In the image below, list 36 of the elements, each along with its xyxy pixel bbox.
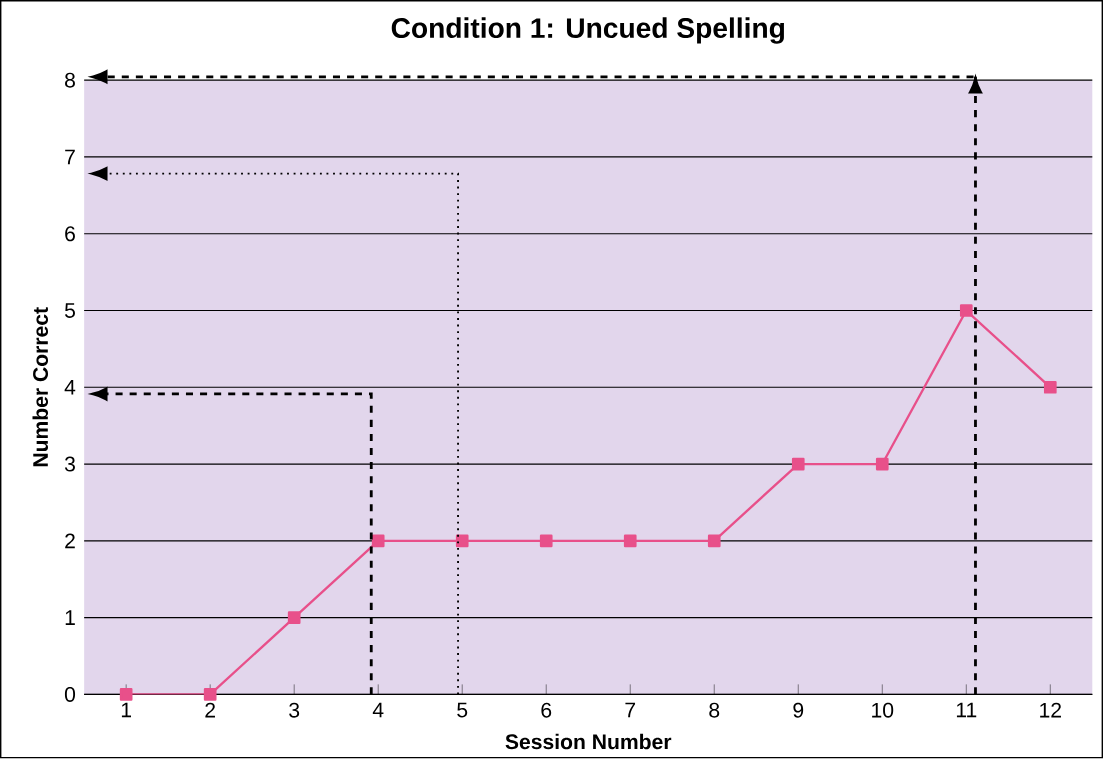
point	[791, 457, 805, 471]
x-tick-label: 3	[289, 702, 300, 718]
point	[203, 688, 217, 701]
x-tick-label: 1	[121, 702, 131, 718]
point	[1043, 381, 1057, 394]
x-tick-label: 4	[372, 702, 384, 718]
point	[287, 611, 301, 625]
point	[959, 304, 973, 318]
y-tick-label: 1	[65, 610, 75, 626]
x-tick-label: 10	[872, 702, 894, 718]
point	[875, 457, 889, 471]
point	[455, 534, 469, 548]
point	[119, 688, 133, 701]
y-tick-label: 0	[64, 687, 76, 703]
x-tick-label: 2	[205, 702, 215, 718]
x-tick-label: 7	[625, 702, 636, 718]
y-axis-title: Number Correct	[32, 307, 49, 467]
point	[539, 534, 553, 548]
chart-title: Condition 1: Uncued Spelling	[391, 17, 784, 44]
x-tick-label: 6	[541, 702, 552, 718]
y-tick-label: 6	[65, 226, 75, 242]
y-tick-label: 7	[65, 149, 75, 165]
point	[707, 534, 721, 548]
y-tick-label: 2	[65, 533, 75, 549]
y-tick-label: 3	[64, 456, 75, 472]
point	[623, 534, 637, 548]
x-axis-title: Session Number	[505, 733, 672, 750]
y-tick-label: 8	[65, 72, 75, 88]
x-tick-label: 9	[793, 702, 804, 718]
x-tick-label: 8	[709, 702, 720, 718]
x-tick-label: 12	[1040, 702, 1061, 718]
point	[371, 534, 385, 548]
x-tick-label: 11	[956, 702, 977, 718]
y-tick-label: 5	[64, 303, 75, 319]
x-tick-label: 5	[457, 702, 468, 718]
y-tick-label: 4	[64, 380, 76, 395]
